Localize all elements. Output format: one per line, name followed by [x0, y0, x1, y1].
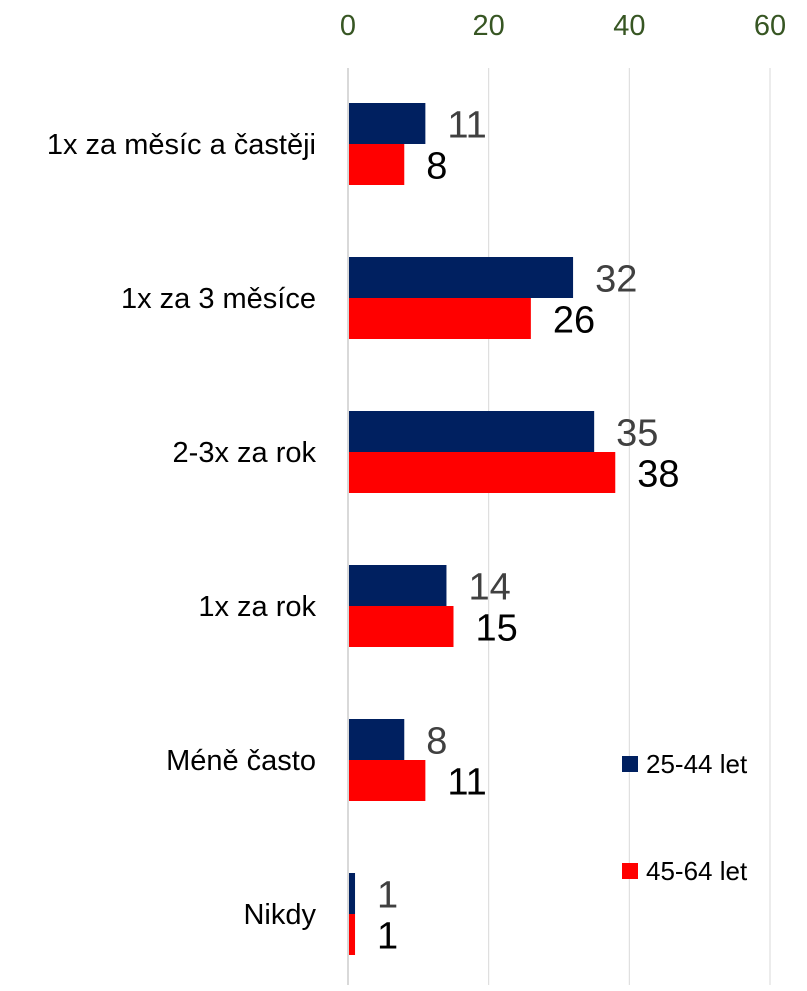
- data-label: 8: [426, 721, 447, 763]
- gridlines: [488, 68, 771, 985]
- data-label: 35: [616, 413, 658, 455]
- category-label: 1x za rok: [198, 591, 316, 623]
- legend: 25-44 let 45-64 let: [622, 749, 748, 886]
- bar-series1: [348, 411, 595, 452]
- x-tick-label: 60: [754, 10, 786, 42]
- x-tick-label: 40: [613, 10, 645, 42]
- data-label: 1: [377, 875, 398, 917]
- legend-swatch: [622, 756, 638, 772]
- x-axis-ticks: 0 20 40 60: [340, 10, 786, 42]
- category-label: 1x za měsíc a častěji: [47, 129, 316, 161]
- data-label: 11: [447, 105, 486, 147]
- x-tick-label: 0: [340, 10, 356, 42]
- data-label: 1: [377, 916, 398, 958]
- legend-label: 25-44 let: [646, 749, 748, 779]
- x-tick-label: 20: [473, 10, 505, 42]
- category-labels: 1x za měsíc a častěji 1x za 3 měsíce 2-3x …: [47, 129, 317, 931]
- data-label: 15: [476, 608, 518, 650]
- bar-series1: [348, 103, 426, 144]
- bar-series2: [348, 914, 356, 955]
- data-label: 26: [553, 300, 595, 342]
- bar-series1: [348, 257, 574, 298]
- bar-series1: [348, 719, 405, 760]
- bar-series1: [348, 565, 447, 606]
- bar-series2: [348, 760, 426, 801]
- bars: [348, 103, 616, 955]
- category-label: 2-3x za rok: [173, 437, 317, 469]
- data-label: 14: [468, 567, 510, 609]
- category-label: Méně často: [166, 745, 316, 777]
- category-label: Nikdy: [243, 899, 316, 931]
- legend-swatch: [622, 863, 638, 879]
- bar-series2: [348, 298, 531, 339]
- data-label: 11: [447, 762, 486, 804]
- category-label: 1x za 3 měsíce: [121, 283, 316, 315]
- legend-label: 45-64 let: [646, 856, 748, 886]
- bar-series2: [348, 606, 454, 647]
- data-label: 38: [637, 454, 679, 496]
- data-label: 32: [595, 259, 637, 301]
- bar-series1: [348, 873, 356, 914]
- data-label: 8: [426, 146, 447, 188]
- bar-series2: [348, 452, 616, 493]
- bar-series2: [348, 144, 405, 185]
